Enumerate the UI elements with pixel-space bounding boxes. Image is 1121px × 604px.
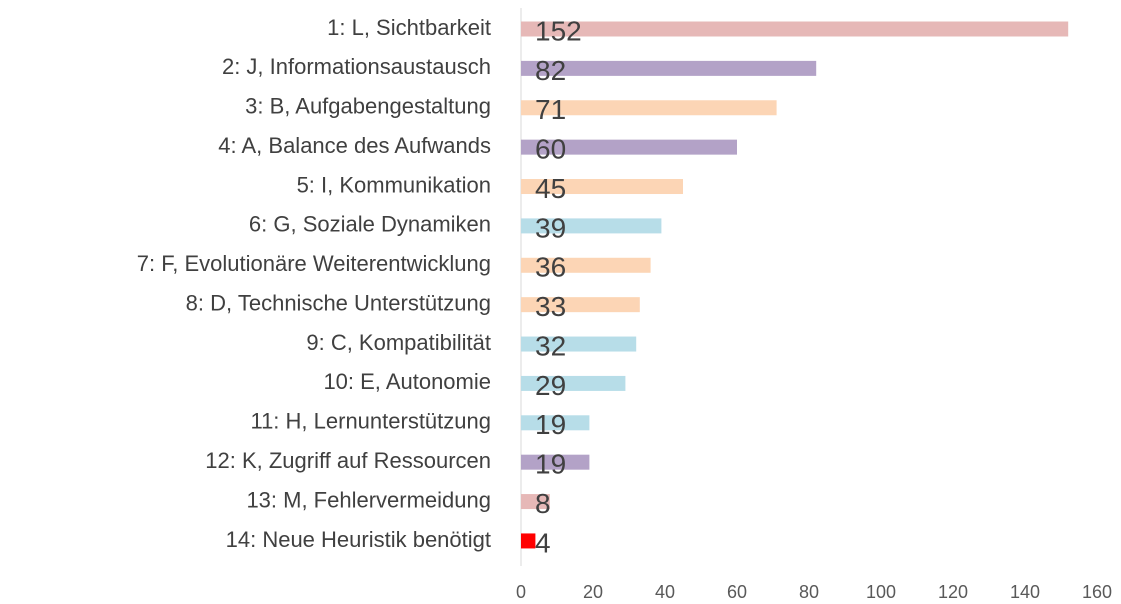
value-label: 32 (535, 330, 566, 361)
x-tick-label: 60 (727, 582, 747, 602)
x-tick-label: 0 (516, 582, 526, 602)
y-tick-label: 1: L, Sichtbarkeit (327, 15, 491, 40)
y-tick-label: 4: A, Balance des Aufwands (218, 133, 491, 158)
x-tick-label: 140 (1010, 582, 1040, 602)
value-label: 152 (535, 15, 582, 46)
y-tick-label: 11: H, Lernunterstützung (250, 409, 491, 434)
y-tick-label: 6: G, Soziale Dynamiken (249, 212, 491, 237)
bar (521, 60, 817, 76)
bar (521, 297, 640, 313)
bar (521, 533, 536, 549)
bar (521, 21, 1069, 37)
value-label: 19 (535, 449, 566, 480)
value-label: 71 (535, 94, 566, 125)
value-label: 82 (535, 55, 566, 86)
x-tick-label: 100 (866, 582, 896, 602)
y-tick-label: 14: Neue Heuristik benötigt (226, 527, 491, 552)
value-label: 29 (535, 370, 566, 401)
bar (521, 415, 590, 431)
value-label: 8 (535, 488, 551, 519)
y-tick-label: 10: E, Autonomie (323, 369, 491, 394)
bar (521, 336, 637, 352)
y-tick-label: 3: B, Aufgabengestaltung (245, 94, 491, 119)
bar (521, 179, 683, 195)
value-label: 60 (535, 134, 566, 165)
y-tick-label: 13: M, Fehlervermeidung (246, 487, 491, 512)
value-label: 39 (535, 212, 566, 243)
x-tick-label: 40 (655, 582, 675, 602)
x-tick-label: 160 (1082, 582, 1112, 602)
y-tick-label: 12: K, Zugriff auf Ressourcen (205, 448, 491, 473)
bar (521, 100, 777, 116)
y-tick-label: 7: F, Evolutionäre Weiterentwicklung (137, 251, 491, 276)
y-tick-label: 5: I, Kommunikation (297, 172, 491, 197)
value-label: 4 (535, 527, 551, 558)
y-tick-label: 2: J, Informationsaustausch (222, 54, 491, 79)
x-tick-label: 120 (938, 582, 968, 602)
bar (521, 494, 550, 510)
value-label: 19 (535, 409, 566, 440)
value-label: 36 (535, 252, 566, 283)
y-tick-label: 8: D, Technische Unterstützung (186, 290, 491, 315)
bar (521, 375, 626, 391)
x-tick-label: 80 (799, 582, 819, 602)
x-tick-label: 20 (583, 582, 603, 602)
value-label: 33 (535, 291, 566, 322)
y-tick-label: 9: C, Kompatibilität (306, 330, 491, 355)
bar (521, 257, 651, 273)
bar (521, 139, 737, 155)
bar (521, 454, 590, 470)
bar (521, 218, 662, 234)
value-label: 45 (535, 173, 566, 204)
